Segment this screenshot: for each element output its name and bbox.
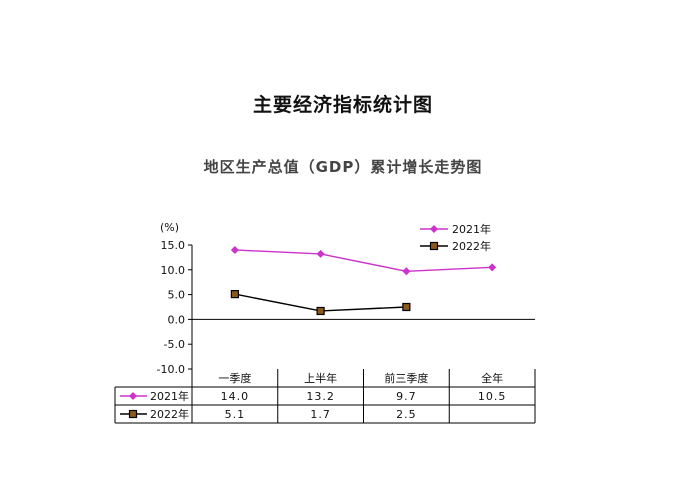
y-tick-label: 15.0 <box>161 239 186 252</box>
data-point-marker <box>430 225 438 233</box>
data-label: 9.7 <box>396 390 417 403</box>
y-tick-label: 10.0 <box>161 264 186 277</box>
y-tick-label: -5.0 <box>164 338 185 351</box>
legend: 2021年 2022年 <box>420 222 491 253</box>
data-label: 1.7 <box>310 408 331 421</box>
chart-title: 地区生产总值（GDP）累计增长走势图 <box>203 158 483 176</box>
data-point-marker <box>402 302 411 312</box>
x-category-label: 一季度 <box>218 371 251 385</box>
data-label: 2.5 <box>396 408 417 421</box>
data-label: 13.2 <box>306 390 335 403</box>
data-point-marker <box>129 392 137 400</box>
series-layer <box>230 245 497 316</box>
data-label: 5.1 <box>225 408 246 421</box>
data-point-marker <box>230 245 239 254</box>
table-series-name: 2022年 <box>150 407 189 421</box>
series-2022年 <box>230 290 411 316</box>
data-point-marker <box>316 249 325 258</box>
legend-label: 2022年 <box>452 239 491 253</box>
data-point-marker <box>488 263 497 272</box>
table-series-name: 2021年 <box>150 389 189 403</box>
y-axis-unit: (%) <box>160 221 179 234</box>
y-tick-label: -10.0 <box>157 363 185 376</box>
x-category-label: 前三季度 <box>384 371 428 385</box>
y-axis: 15.0 10.0 5.0 0.0 -5.0 -10.0 <box>157 239 535 376</box>
x-category-label: 全年 <box>481 371 503 385</box>
series-line <box>234 249 493 272</box>
x-category-label: 上半年 <box>304 371 337 385</box>
data-point-marker <box>429 241 439 251</box>
data-label: 14.0 <box>221 390 250 403</box>
data-point-marker <box>230 290 239 299</box>
page-title: 主要经济指标统计图 <box>252 94 433 116</box>
data-label: 10.5 <box>478 390 507 403</box>
y-tick-label: 5.0 <box>168 289 186 302</box>
data-point-marker <box>128 409 138 419</box>
y-tick-label: 0.0 <box>168 313 186 326</box>
data-point-marker <box>402 267 411 276</box>
series-2021年 <box>230 245 497 276</box>
data-table: 一季度 上半年 前三季度 全年 2021年 14.0 13.2 9.7 10.5 2022年 5.1… <box>114 369 536 424</box>
data-point-marker <box>316 306 325 316</box>
legend-label: 2021年 <box>452 222 491 236</box>
